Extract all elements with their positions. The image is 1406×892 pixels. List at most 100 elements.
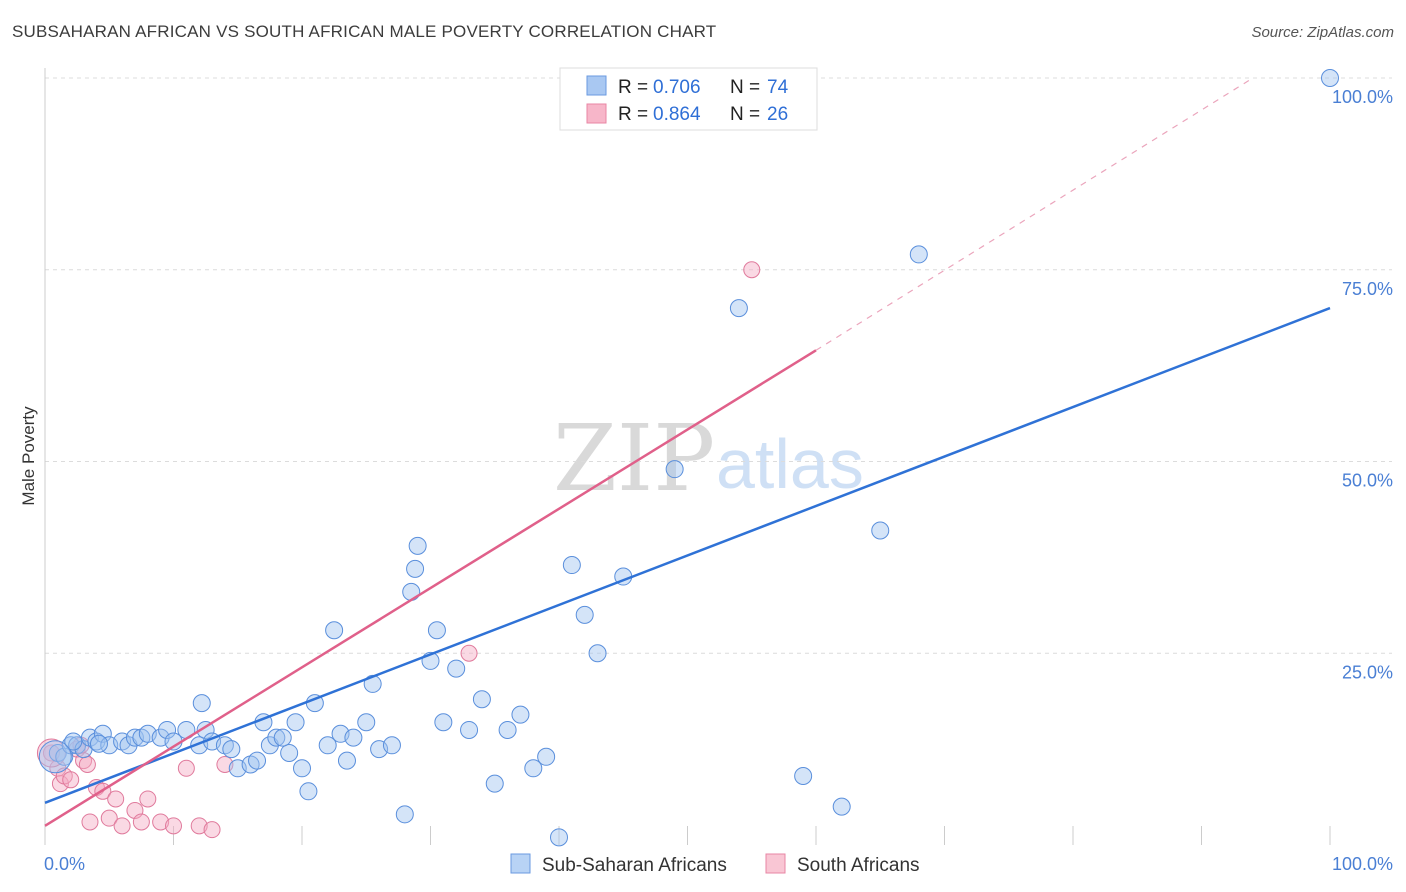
data-point-sub-saharan <box>472 690 491 709</box>
data-point-sub-saharan <box>273 728 292 747</box>
data-point-sub-saharan <box>38 740 72 774</box>
legend-swatch-pink <box>586 103 607 124</box>
data-point-south-african <box>100 809 118 827</box>
data-point-south-african <box>139 790 157 808</box>
data-point-south-african <box>36 738 66 768</box>
data-point-sub-saharan <box>408 536 427 555</box>
y-tick-label: 75.0% <box>1342 279 1393 299</box>
data-point-south-african <box>190 817 208 835</box>
data-point-south-african <box>62 771 80 789</box>
data-point-sub-saharan <box>192 694 211 713</box>
data-point-south-african <box>460 644 478 662</box>
data-point-sub-saharan <box>794 766 813 785</box>
data-point-sub-saharan <box>222 740 241 759</box>
chart-title: SUBSAHARAN AFRICAN VS SOUTH AFRICAN MALE… <box>12 22 717 41</box>
data-point-south-african <box>152 813 170 831</box>
data-point-sub-saharan <box>427 621 446 640</box>
data-point-sub-saharan <box>1321 69 1339 87</box>
data-point-south-african <box>51 775 69 793</box>
data-point-sub-saharan <box>665 460 684 479</box>
data-point-south-african <box>113 817 131 835</box>
y-tick-label: 25.0% <box>1342 662 1393 682</box>
data-point-sub-saharan <box>280 743 299 762</box>
data-point-sub-saharan <box>434 713 453 732</box>
data-point-sub-saharan <box>460 720 479 739</box>
bottom-legend-label-blue: Sub-Saharan Africans <box>542 855 727 876</box>
data-point-sub-saharan <box>325 621 344 640</box>
data-point-sub-saharan <box>93 724 112 743</box>
y-axis-label: Male Poverty <box>19 406 38 506</box>
trend-line-sub-saharan <box>44 306 1331 804</box>
x-tick-label: 0.0% <box>44 854 85 874</box>
data-point-sub-saharan <box>575 605 594 624</box>
bottom-legend: Sub-Saharan Africans South Africans <box>510 853 920 876</box>
data-point-sub-saharan <box>248 751 267 770</box>
data-point-sub-saharan <box>537 747 556 766</box>
y-tick-label: 100.0% <box>1332 87 1393 107</box>
data-point-sub-saharan <box>55 747 74 766</box>
legend-r-label-blue: R = <box>618 77 648 98</box>
data-point-sub-saharan <box>562 556 581 575</box>
x-tick-labels: 0.0% 100.0% <box>44 854 1393 874</box>
legend-n-label-blue: N = <box>730 77 760 98</box>
data-point-sub-saharan <box>406 559 425 578</box>
data-point-sub-saharan <box>89 734 108 753</box>
data-point-sub-saharan <box>729 299 748 318</box>
legend-n-value-blue: 74 <box>767 77 789 98</box>
data-point-south-african <box>203 821 221 839</box>
trend-lines <box>44 77 1331 827</box>
data-point-sub-saharan <box>447 659 466 678</box>
data-point-sub-saharan <box>293 759 311 778</box>
trend-line-south-african-extension <box>815 77 1254 351</box>
data-point-sub-saharan <box>357 713 376 732</box>
data-point-sub-saharan <box>402 582 421 601</box>
x-tick-label: 100.0% <box>1332 854 1393 874</box>
data-point-sub-saharan <box>588 644 607 663</box>
data-point-sub-saharan <box>871 521 890 540</box>
chart-source: Source: ZipAtlas.com <box>1251 24 1394 41</box>
legend-n-label-pink: N = <box>730 104 760 125</box>
data-point-sub-saharan <box>382 736 401 755</box>
data-point-sub-saharan <box>299 782 318 801</box>
y-tick-label: 50.0% <box>1342 471 1393 491</box>
data-point-sub-saharan <box>909 245 928 264</box>
legend-r-label-pink: R = <box>618 104 648 125</box>
data-point-sub-saharan <box>337 751 356 770</box>
data-point-sub-saharan <box>196 720 215 739</box>
data-point-south-african <box>132 813 150 831</box>
bottom-legend-swatch-blue <box>510 853 531 874</box>
data-point-sub-saharan <box>550 828 568 847</box>
legend-r-value-pink: 0.864 <box>653 104 701 125</box>
data-point-south-african <box>177 759 195 777</box>
legend-swatch-blue <box>586 75 607 96</box>
data-point-south-african <box>165 817 182 835</box>
bottom-legend-swatch-pink <box>765 853 786 874</box>
trend-line-south-african <box>44 349 817 827</box>
legend-r-value-blue: 0.706 <box>653 77 701 98</box>
data-point-sub-saharan <box>64 732 83 751</box>
data-point-south-african <box>107 790 125 808</box>
grid <box>45 77 1392 654</box>
data-point-sub-saharan <box>344 728 363 747</box>
data-point-south-african <box>743 261 761 279</box>
data-point-sub-saharan <box>511 705 530 724</box>
data-point-sub-saharan <box>485 774 504 793</box>
data-point-sub-saharan <box>318 736 337 755</box>
data-point-sub-saharan <box>158 720 177 739</box>
data-point-sub-saharan <box>267 728 286 747</box>
data-point-south-african <box>81 813 99 831</box>
y-tick-labels: 25.0% 50.0% 75.0% 100.0% <box>1332 87 1393 682</box>
legend: R = 0.706 N = 74 R = 0.864 N = 26 <box>559 67 818 131</box>
data-point-sub-saharan <box>395 805 414 824</box>
data-point-sub-saharan <box>524 759 543 778</box>
sub-saharan-points <box>38 69 1339 847</box>
data-point-sub-saharan <box>498 720 517 739</box>
data-point-sub-saharan <box>286 713 305 732</box>
data-point-south-african <box>78 755 96 773</box>
legend-n-value-pink: 26 <box>767 104 788 125</box>
watermark-atlas: atlas <box>716 425 864 503</box>
bottom-legend-label-pink: South Africans <box>797 855 920 876</box>
watermark-zip: ZIP <box>553 405 715 512</box>
data-point-sub-saharan <box>832 797 851 816</box>
